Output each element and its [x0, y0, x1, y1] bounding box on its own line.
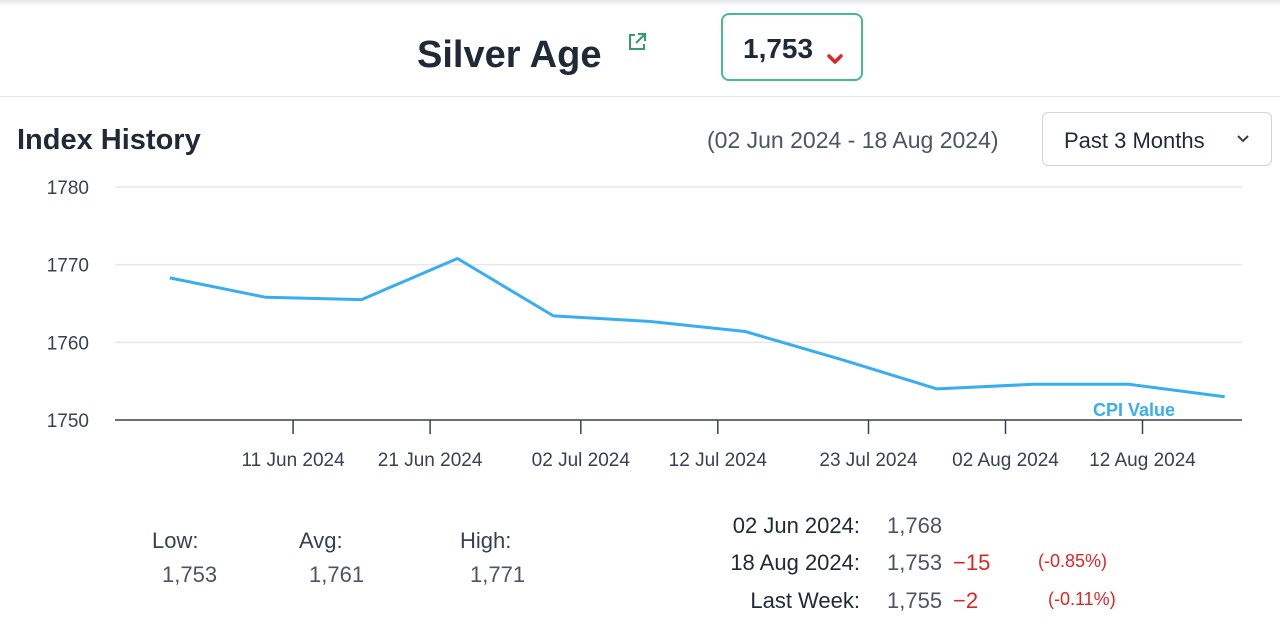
y-tick-label: 1770 [47, 256, 89, 277]
section-title: Index History [17, 124, 201, 156]
y-tick-label: 1780 [47, 178, 89, 199]
cmp-end-value: 1,753 [887, 550, 943, 575]
top-shadow [0, 0, 1280, 6]
cmp-end-pct: (-0.85%) [1038, 551, 1108, 571]
cmp-week-change: −2 [953, 588, 979, 613]
x-tick-label: 12 Jul 2024 [669, 450, 768, 471]
period-label: Past 3 Months [1064, 128, 1205, 153]
y-tick-label: 1750 [47, 411, 89, 432]
low-label: Low: [152, 528, 199, 553]
high-label: High: [460, 528, 512, 553]
x-tick-label: 02 Aug 2024 [952, 450, 1059, 471]
x-tick-label: 23 Jul 2024 [819, 450, 918, 471]
y-tick-label: 1760 [47, 333, 89, 354]
low-value: 1,753 [162, 562, 218, 587]
index-value-badge: 1,753 [721, 13, 863, 81]
x-tick-label: 12 Aug 2024 [1089, 450, 1196, 471]
cmp-week-label: Last Week: [750, 588, 860, 613]
x-tick-label: 21 Jun 2024 [378, 450, 483, 471]
cmp-start-value: 1,768 [887, 513, 943, 538]
cmp-start-label: 02 Jun 2024: [732, 513, 860, 538]
chevron-down-icon [1237, 135, 1249, 143]
cmp-end-change: −15 [953, 550, 991, 575]
header: Silver Age 1,753 [0, 0, 1280, 97]
external-link-icon[interactable] [626, 31, 648, 53]
x-tick-label: 11 Jun 2024 [242, 450, 346, 471]
legend-label: CPI Value [1093, 400, 1175, 420]
period-dropdown[interactable]: Past 3 Months [1042, 112, 1272, 166]
series-line-cpi-value [169, 257, 1225, 399]
avg-value: 1,761 [309, 562, 365, 587]
high-value: 1,771 [470, 562, 526, 587]
chevron-down-icon [827, 54, 843, 64]
date-range: (02 Jun 2024 - 18 Aug 2024) [707, 127, 999, 153]
index-value: 1,753 [743, 33, 814, 64]
page-title: Silver Age [417, 34, 602, 76]
cmp-week-value: 1,755 [887, 588, 943, 613]
avg-label: Avg: [299, 528, 343, 553]
cmp-end-label: 18 Aug 2024: [730, 550, 860, 575]
line-chart: 1750 1760 1770 1780 11 Jun 2024 21 Jun 2024 0… [47, 178, 1242, 471]
x-tick-label: 02 Jul 2024 [532, 450, 631, 471]
cmp-week-pct: (-0.11%) [1048, 589, 1116, 609]
